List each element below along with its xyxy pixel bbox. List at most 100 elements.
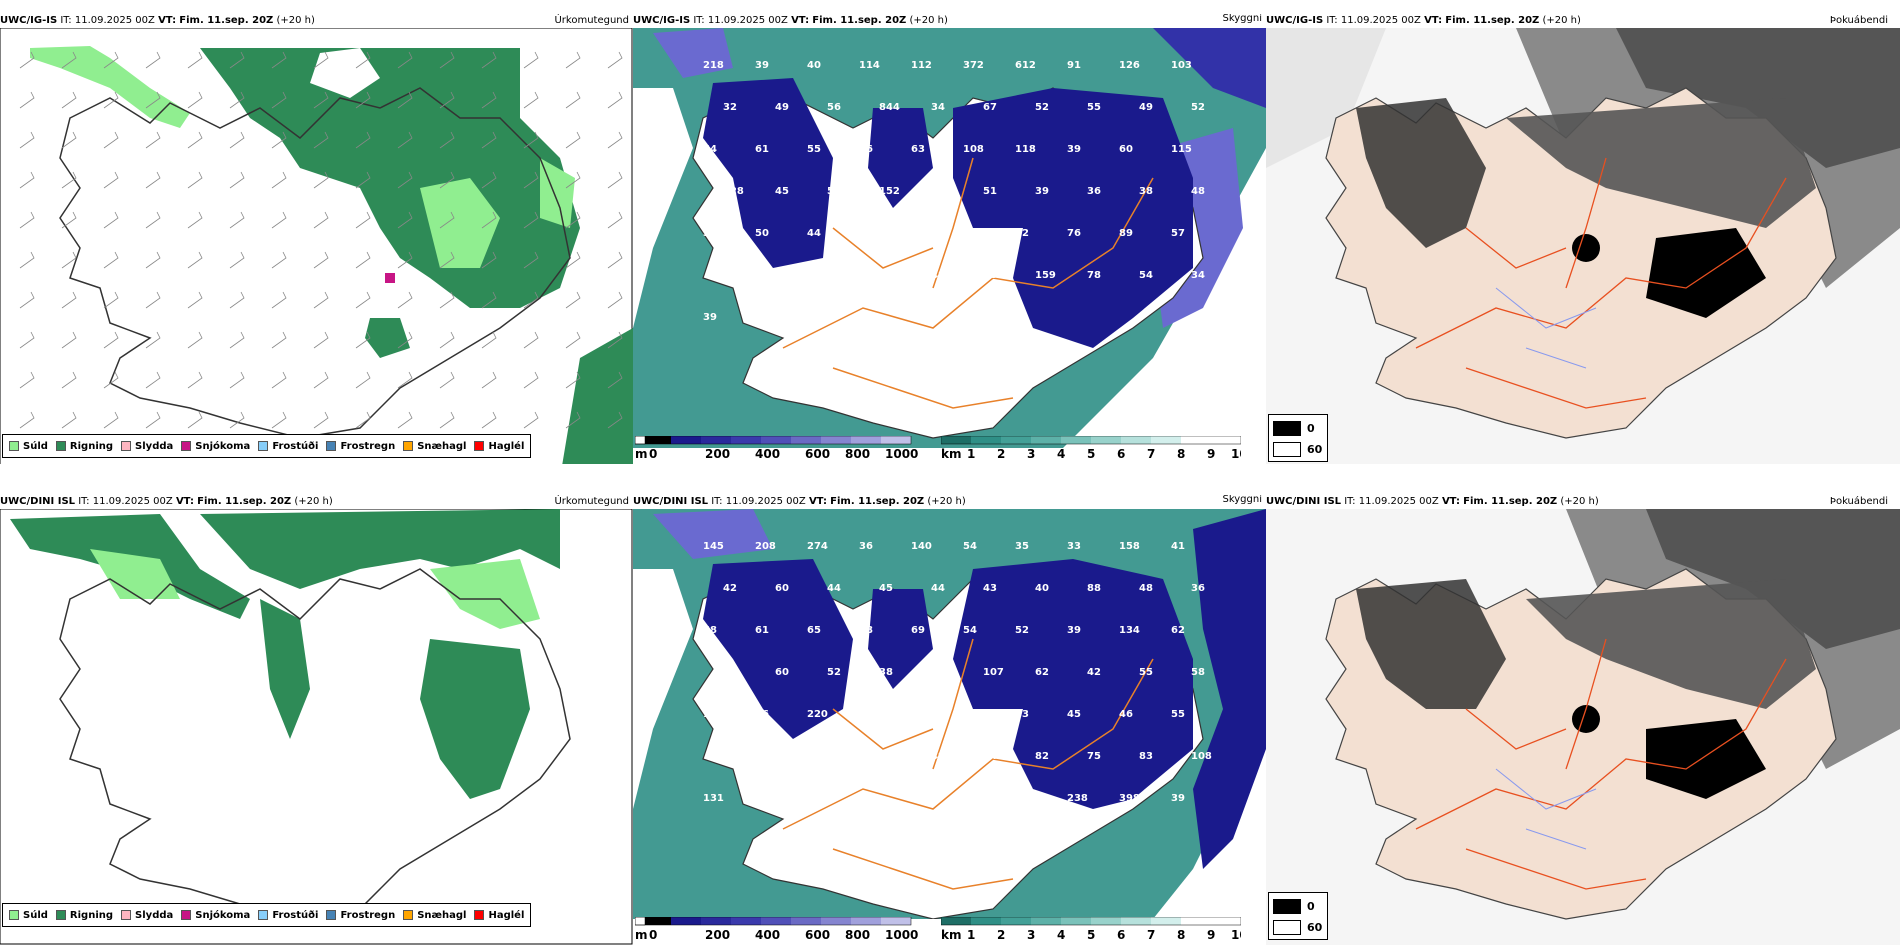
wind-barb bbox=[103, 371, 119, 389]
wind-barb bbox=[439, 411, 455, 429]
cloud-base-label: 42 bbox=[723, 583, 737, 594]
cloud-base-label: 131 bbox=[703, 793, 724, 804]
legend-item-suld: Súld bbox=[9, 910, 48, 921]
wind-barb bbox=[229, 411, 245, 429]
cloud-base-label: 60 bbox=[1119, 144, 1133, 155]
svg-text:10: 10 bbox=[1231, 447, 1241, 461]
wind-barb bbox=[565, 131, 581, 149]
wind-barb bbox=[19, 331, 35, 349]
it-label: IT: bbox=[1326, 15, 1338, 26]
wind-barb bbox=[61, 251, 77, 269]
svg-text:9: 9 bbox=[1207, 928, 1215, 942]
wind-barb bbox=[607, 371, 623, 389]
cloud-base-label: 45 bbox=[775, 186, 789, 197]
precip-legend: Súld Rigning Slydda Snjókoma Frostúði Fr… bbox=[2, 434, 532, 458]
wind-barb bbox=[19, 131, 35, 149]
legend-item-rigning: Rigning bbox=[55, 910, 113, 921]
svg-text:3: 3 bbox=[1027, 447, 1035, 461]
wind-barb bbox=[313, 211, 329, 229]
svg-text:9: 9 bbox=[1207, 447, 1215, 461]
wind-barb bbox=[103, 91, 119, 109]
cloud-base-label: 48 bbox=[931, 270, 945, 281]
wind-barb bbox=[271, 251, 287, 269]
legend-item-snjokoma: Snjókoma bbox=[181, 441, 250, 452]
cloud-bar-tick: 400 bbox=[755, 447, 780, 461]
cloud-base-label: 398 bbox=[1119, 793, 1140, 804]
cloud-base-label: 59 bbox=[911, 228, 925, 239]
cloud-base-label: 61 bbox=[755, 625, 769, 636]
cloud-base-label: 46 bbox=[1119, 709, 1133, 720]
cloud-base-label: 45 bbox=[879, 583, 893, 594]
model-name: UWC/IG-IS bbox=[0, 15, 58, 26]
cloud-base-label: 43 bbox=[963, 709, 977, 720]
wind-barb bbox=[481, 91, 497, 109]
it-label: IT: bbox=[1344, 496, 1356, 507]
cloud-base-label: 56 bbox=[859, 144, 873, 155]
wind-barb bbox=[481, 411, 497, 429]
cloud-base-label: 94 bbox=[983, 751, 997, 762]
wind-barb bbox=[565, 211, 581, 229]
wind-barb bbox=[523, 331, 539, 349]
cloud-base-label: 55 bbox=[807, 144, 821, 155]
vt-label: VT: bbox=[1424, 15, 1443, 26]
cloud-base-label: 43 bbox=[983, 583, 997, 594]
cloud-base-label: 89 bbox=[1119, 228, 1133, 239]
wind-barb bbox=[103, 171, 119, 189]
wind-barb bbox=[229, 331, 245, 349]
cloud-base-label: 104 bbox=[775, 270, 796, 281]
wind-barb bbox=[397, 91, 413, 109]
vt-value: Fim. 11.sep. 20Z bbox=[1445, 15, 1540, 26]
lead-time: (+20 h) bbox=[1542, 15, 1581, 26]
wind-barb bbox=[523, 211, 539, 229]
cloud-bar-tick: 200 bbox=[705, 447, 730, 461]
cloud-base-label: 57 bbox=[1171, 228, 1185, 239]
wind-barb bbox=[313, 131, 329, 149]
precip-map bbox=[0, 28, 633, 464]
precip-panel-row2: UWC/DINI ISL IT: 11.09.2025 00Z VT: Fim.… bbox=[0, 495, 633, 945]
wind-barb bbox=[607, 91, 623, 109]
cloud-base-label: 52 bbox=[827, 667, 841, 678]
wind-barb bbox=[355, 131, 371, 149]
visibility-colorbar: km 1 2 3 4 5 6 7 8 9 10 bbox=[941, 917, 1241, 942]
svg-text:200: 200 bbox=[705, 928, 730, 942]
iceland-outline bbox=[59, 87, 571, 439]
cloud-base-label: 60 bbox=[775, 583, 789, 594]
wind-barb bbox=[19, 411, 35, 429]
cloud-base-label: 57 bbox=[807, 793, 821, 804]
wind-barb bbox=[481, 291, 497, 309]
wind-barb bbox=[439, 331, 455, 349]
wind-barb bbox=[355, 51, 371, 69]
cloud-base-label: 54 bbox=[963, 625, 977, 636]
wind-barb bbox=[313, 91, 329, 109]
wind-barb bbox=[523, 291, 539, 309]
vt-label: VT: bbox=[791, 15, 810, 26]
visibility-map: 218 39 40 114 112 372 612 91 126 103 32 49 56 844 34 67… bbox=[633, 28, 1266, 448]
wind-barb bbox=[271, 171, 287, 189]
cloud-base-label: 42 bbox=[879, 270, 893, 281]
cloud-base-label: 55 bbox=[1087, 102, 1101, 113]
svg-text:m: m bbox=[635, 928, 648, 942]
cloud-base-label: 126 bbox=[1119, 60, 1140, 71]
wind-barb bbox=[271, 371, 287, 389]
svg-text:5: 5 bbox=[1087, 447, 1095, 461]
svg-text:2: 2 bbox=[997, 447, 1005, 461]
cloud-base-label: 61 bbox=[755, 144, 769, 155]
wind-barb bbox=[355, 251, 371, 269]
wind-barb bbox=[187, 91, 203, 109]
precip-panel-row1: UWC/IG-IS IT: 11.09.2025 00Z VT: Fim. 11… bbox=[0, 14, 633, 464]
cloud-base-label: 75 bbox=[723, 751, 737, 762]
lead-time: (+20 h) bbox=[276, 15, 315, 26]
model-name: UWC/DINI ISL bbox=[1266, 496, 1342, 507]
cloud-base-label: 86 bbox=[827, 751, 841, 762]
vt-value: Fim. 11.sep. 20Z bbox=[179, 15, 274, 26]
wind-barb bbox=[439, 371, 455, 389]
cloud-base-label: 135 bbox=[755, 312, 776, 323]
precip-map bbox=[0, 509, 633, 945]
cloud-base-label: 63 bbox=[1015, 709, 1029, 720]
wind-barb bbox=[19, 251, 35, 269]
wind-barb bbox=[61, 131, 77, 149]
panel-header: UWC/IG-IS IT: 11.09.2025 00Z VT: Fim. 11… bbox=[0, 14, 315, 27]
wind-barb bbox=[565, 411, 581, 429]
fog-map bbox=[1266, 28, 1900, 464]
wind-barb bbox=[481, 251, 497, 269]
